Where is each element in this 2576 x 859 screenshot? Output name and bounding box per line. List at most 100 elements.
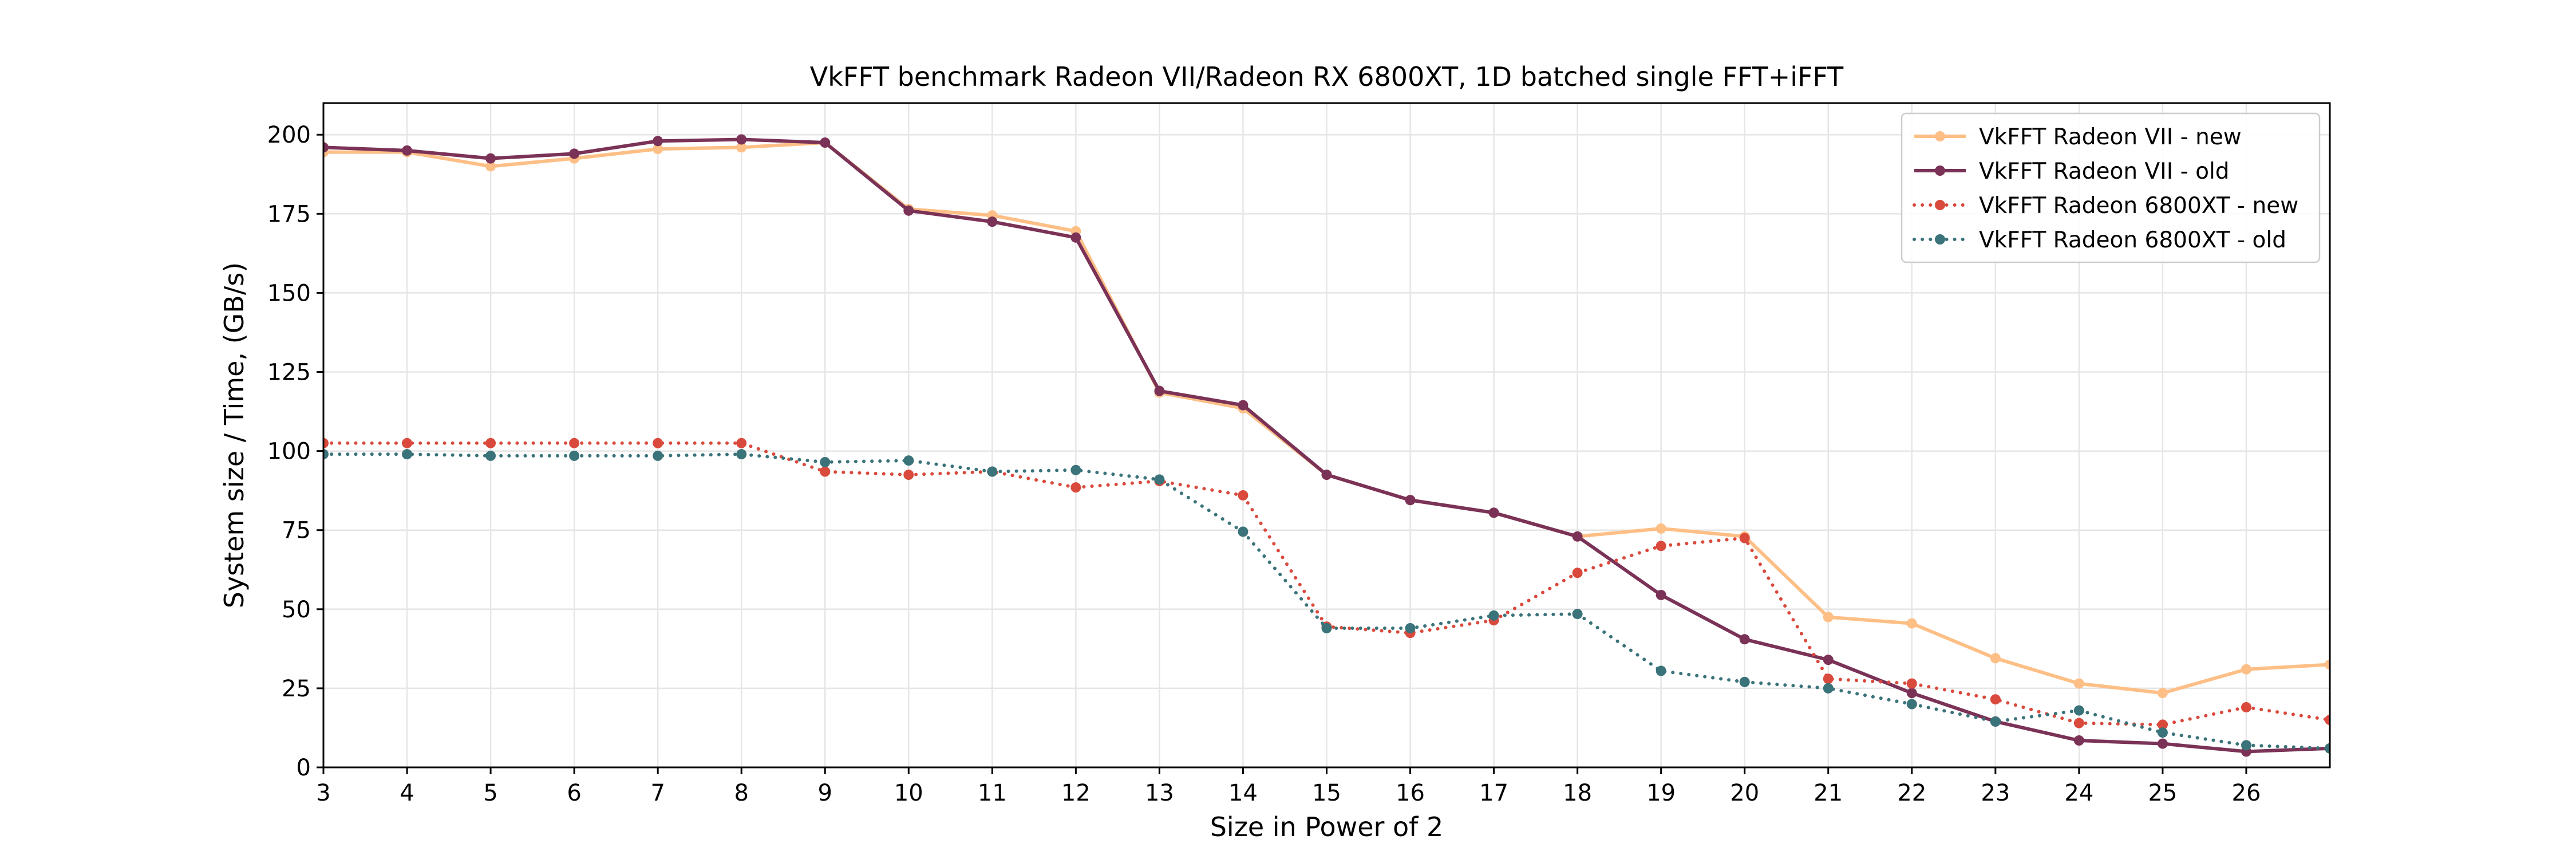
series-4-point bbox=[2073, 705, 2084, 716]
series-2-point bbox=[1070, 232, 1081, 243]
x-tick-label: 12 bbox=[1061, 780, 1091, 806]
x-tick-label: 24 bbox=[2064, 780, 2093, 806]
series-4-point bbox=[1321, 622, 1332, 633]
legend-label-4: VkFFT Radeon 6800XT - old bbox=[1979, 227, 2286, 253]
series-3-point bbox=[2073, 718, 2084, 728]
x-tick-label: 4 bbox=[400, 780, 414, 806]
series-2-point bbox=[402, 145, 413, 156]
x-tick-label: 15 bbox=[1312, 780, 1341, 806]
legend-label-1: VkFFT Radeon VII - new bbox=[1979, 124, 2242, 150]
legend-label-3: VkFFT Radeon 6800XT - new bbox=[1979, 193, 2298, 219]
series-3-point bbox=[903, 470, 914, 480]
x-tick-label: 17 bbox=[1479, 780, 1508, 806]
y-tick-label: 200 bbox=[267, 122, 311, 148]
x-tick-label: 19 bbox=[1646, 780, 1676, 806]
series-1-point bbox=[2157, 688, 2168, 699]
series-1-point bbox=[1906, 618, 1917, 629]
series-1-point bbox=[736, 142, 747, 153]
x-tick-label: 21 bbox=[1814, 780, 1843, 806]
y-tick-label: 150 bbox=[267, 280, 311, 306]
series-4-point bbox=[1405, 622, 1416, 633]
legend-label-2: VkFFT Radeon VII - old bbox=[1979, 159, 2230, 184]
series-1-point bbox=[485, 161, 496, 172]
series-3-point bbox=[1572, 568, 1583, 578]
series-3-point bbox=[1990, 694, 2001, 705]
series-2-point bbox=[485, 153, 496, 164]
series-4-point bbox=[323, 449, 329, 460]
series-4-point bbox=[1739, 676, 1750, 687]
series-3-point bbox=[2241, 702, 2251, 713]
series-4-point bbox=[485, 450, 496, 461]
series-1-point bbox=[1990, 653, 2001, 664]
series-3-point bbox=[1070, 482, 1081, 493]
series-2-point bbox=[736, 134, 747, 145]
series-2-point bbox=[1238, 400, 1249, 411]
x-tick-label: 3 bbox=[316, 780, 330, 806]
series-2-point bbox=[987, 216, 998, 227]
series-3-point bbox=[736, 438, 747, 448]
series-3-point bbox=[323, 438, 329, 448]
series-4-point bbox=[1238, 526, 1249, 537]
series-2-point bbox=[1488, 507, 1499, 518]
x-tick-label: 6 bbox=[567, 780, 581, 806]
x-tick-label: 22 bbox=[1897, 780, 1926, 806]
series-3-point bbox=[2325, 715, 2330, 726]
series-4-point bbox=[820, 456, 831, 467]
series-1-point bbox=[653, 144, 663, 155]
series-3-point bbox=[1906, 678, 1917, 689]
x-tick-label: 5 bbox=[483, 780, 497, 806]
x-tick-label: 14 bbox=[1228, 780, 1258, 806]
series-4-point bbox=[1656, 665, 1666, 676]
series-1-point bbox=[2325, 659, 2330, 670]
series-4-point bbox=[569, 450, 580, 461]
series-lines bbox=[323, 134, 2330, 757]
series-4-point bbox=[2157, 727, 2168, 738]
legend-marker-1 bbox=[1935, 131, 1945, 141]
series-2-point bbox=[1656, 589, 1666, 600]
series-4-point bbox=[903, 455, 914, 466]
x-tick-label: 25 bbox=[2148, 780, 2177, 806]
axis-ticks: 3 4 5 6 7 8 9 10 11 12 13 14 15 16 17 18 19 20 21 22 23 24 25 2… bbox=[267, 122, 2261, 806]
series-4-point bbox=[1154, 474, 1165, 485]
series-4-point bbox=[736, 449, 747, 460]
series-4-point bbox=[2241, 740, 2251, 751]
series-1-point bbox=[1656, 523, 1666, 534]
legend-marker-3 bbox=[1935, 200, 1945, 210]
x-tick-label: 23 bbox=[1981, 780, 2010, 806]
x-tick-label: 18 bbox=[1563, 780, 1592, 806]
series-4-point bbox=[1488, 610, 1499, 621]
series-4-point bbox=[653, 450, 663, 461]
series-4-point bbox=[1572, 609, 1583, 620]
series-2-point bbox=[903, 205, 914, 216]
series-3-point bbox=[1656, 541, 1666, 551]
y-axis-label: System size / Time, (GB/s) bbox=[219, 262, 250, 608]
series-2-point bbox=[820, 137, 831, 148]
legend-box bbox=[1901, 112, 2321, 263]
series-3-point bbox=[653, 438, 663, 448]
x-tick-label: 7 bbox=[650, 780, 665, 806]
y-tick-label: 50 bbox=[282, 597, 311, 623]
series-2-point bbox=[1823, 655, 1834, 665]
y-tick-label: 75 bbox=[282, 518, 311, 544]
series-4-point bbox=[1070, 464, 1081, 475]
series-2-point bbox=[569, 148, 580, 159]
y-tick-label: 25 bbox=[282, 676, 311, 702]
y-tick-label: 100 bbox=[267, 439, 311, 465]
x-tick-label: 8 bbox=[734, 780, 748, 806]
legend: VkFFT Radeon VII - new VkFFT Radeon VII -… bbox=[1901, 112, 2321, 263]
series-4-point bbox=[402, 449, 413, 460]
series-2-point bbox=[653, 136, 663, 147]
legend-marker-4 bbox=[1935, 234, 1945, 245]
series-3-point bbox=[485, 438, 496, 448]
x-tick-label: 20 bbox=[1730, 780, 1759, 806]
series-4-point bbox=[1990, 716, 2001, 727]
series-2-point bbox=[1906, 688, 1917, 699]
series-3-point bbox=[1739, 533, 1750, 543]
x-tick-label: 13 bbox=[1145, 780, 1174, 806]
series-3-point bbox=[402, 438, 413, 448]
series-2-point bbox=[1321, 470, 1332, 480]
series-4-point bbox=[987, 466, 998, 477]
x-tick-label: 10 bbox=[894, 780, 923, 806]
series-2-point bbox=[1405, 495, 1416, 506]
